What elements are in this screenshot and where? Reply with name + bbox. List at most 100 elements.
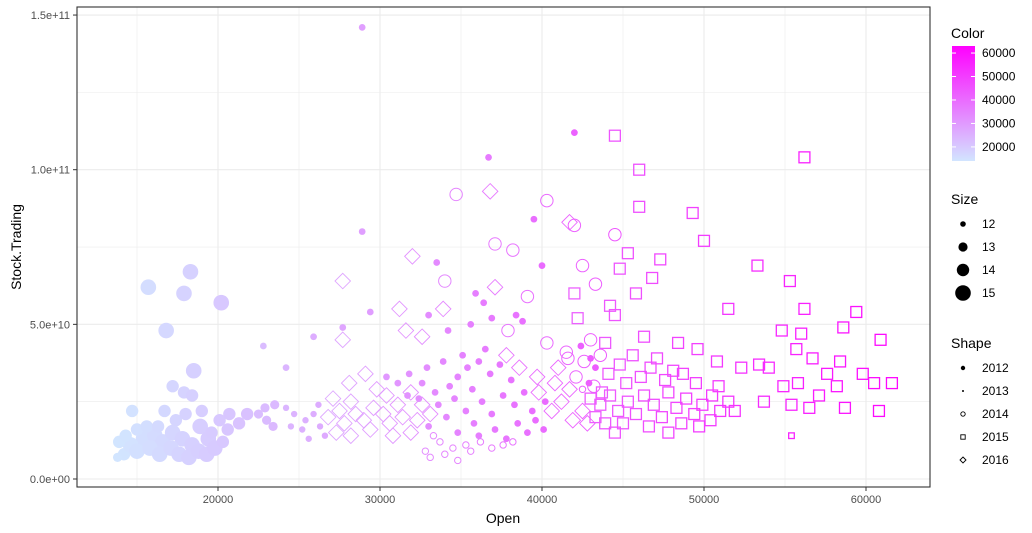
filled-circle-marker (260, 403, 270, 413)
open-square-marker (762, 361, 775, 374)
open-square-marker (675, 417, 688, 430)
open-diamond-marker (546, 374, 564, 392)
shape-legend: Shape 2012 2013 2014 2015 2016 (951, 335, 1009, 467)
open-square-marker (626, 349, 639, 362)
size-legend-title: Size (951, 191, 978, 207)
open-diamond-marker (347, 405, 365, 423)
open-diamond-marker (397, 322, 415, 339)
color-legend-title: Color (951, 25, 985, 41)
open-diamond-marker (564, 411, 582, 429)
dot-marker (524, 429, 531, 436)
dot-marker (358, 228, 366, 235)
open-diamond-marker (342, 393, 360, 411)
open-square-marker (620, 377, 633, 390)
open-diamond-marker (481, 182, 499, 200)
dot-marker (491, 426, 499, 433)
x-tick-label: 20000 (203, 494, 234, 506)
dot-marker (519, 317, 526, 325)
open-square-marker (783, 274, 796, 288)
filled-circle-marker (125, 404, 139, 418)
open-square-marker (646, 271, 659, 285)
filled-circle-marker (166, 380, 179, 393)
filled-circle-marker (185, 389, 199, 402)
data-points (112, 24, 899, 466)
dot-marker (339, 324, 347, 331)
size-legend-label: 13 (982, 240, 996, 254)
dot-marker (480, 299, 488, 307)
open-square-marker (637, 330, 651, 343)
dot-marker (496, 361, 504, 368)
filled-circle-marker (169, 414, 183, 427)
open-square-icon (960, 434, 966, 440)
open-diamond-icon (959, 456, 967, 464)
dot-marker (425, 423, 432, 430)
y-tick-label: 1.5e+11 (31, 10, 70, 22)
open-circle-marker (506, 243, 520, 257)
open-square-marker (795, 327, 808, 340)
open-square-marker (599, 336, 612, 350)
open-diamond-marker (342, 427, 360, 445)
x-tick-label: 50000 (689, 494, 720, 506)
open-circle-marker (441, 450, 449, 458)
open-circle-marker (540, 336, 554, 350)
dot-marker (310, 333, 317, 341)
open-square-marker (589, 411, 602, 424)
open-diamond-marker (324, 390, 342, 407)
open-diamond-marker (413, 396, 431, 414)
open-diamond-marker (561, 380, 578, 398)
open-square-marker (867, 377, 881, 390)
color-bar (952, 46, 975, 161)
open-square-marker (568, 287, 581, 300)
open-diamond-marker (335, 414, 353, 432)
filled-circle-marker (130, 423, 144, 436)
open-diamond-marker (434, 300, 452, 318)
open-circle-marker (559, 345, 573, 359)
open-circle-icon (960, 411, 966, 417)
open-square-marker (608, 308, 622, 322)
open-diamond-marker (331, 402, 348, 420)
open-diamond-marker (530, 384, 548, 401)
shape-legend-label: 2013 (982, 384, 1009, 398)
dot-marker (425, 311, 432, 319)
dot-marker (415, 395, 423, 402)
filled-circle-marker (182, 263, 199, 280)
open-square-marker (775, 324, 788, 337)
colorbar-tick-label: 50000 (982, 70, 1016, 84)
open-square-marker (833, 355, 847, 368)
filled-circle-marker (129, 443, 145, 459)
dot-marker (462, 407, 470, 415)
filled-circle-marker (305, 435, 312, 442)
dot-marker (468, 385, 476, 393)
open-square-marker (662, 426, 675, 439)
dot-marker (571, 129, 578, 136)
open-circle-marker (501, 323, 515, 338)
open-circle-marker (488, 237, 502, 251)
open-circle-marker (436, 438, 444, 446)
size-legend-label: 12 (982, 217, 996, 231)
open-diamond-marker (574, 402, 591, 420)
open-square-marker (785, 398, 798, 411)
dot-marker (532, 416, 539, 424)
open-square-marker (633, 200, 646, 213)
open-circle-marker (608, 227, 622, 242)
filled-circle-marker (268, 421, 278, 432)
open-square-marker (837, 321, 850, 334)
filled-circle-marker (179, 407, 192, 421)
open-square-marker (654, 253, 667, 266)
open-circle-marker (587, 379, 601, 393)
open-circle-marker (520, 289, 535, 304)
open-square-marker (798, 151, 811, 164)
open-circle-marker (567, 218, 582, 233)
filled-circle-marker (232, 417, 246, 430)
open-square-marker (655, 411, 668, 424)
filled-circle-marker (213, 294, 230, 311)
dot-marker (475, 432, 483, 440)
open-diamond-marker (510, 359, 528, 377)
x-axis-title: Open (486, 510, 520, 526)
size-legend-label: 14 (982, 263, 996, 277)
filled-circle-marker (140, 420, 153, 433)
dot-marker (439, 358, 447, 365)
filled-circle-marker (192, 418, 208, 435)
open-diamond-marker (528, 368, 546, 386)
filled-circle-marker (151, 420, 165, 433)
